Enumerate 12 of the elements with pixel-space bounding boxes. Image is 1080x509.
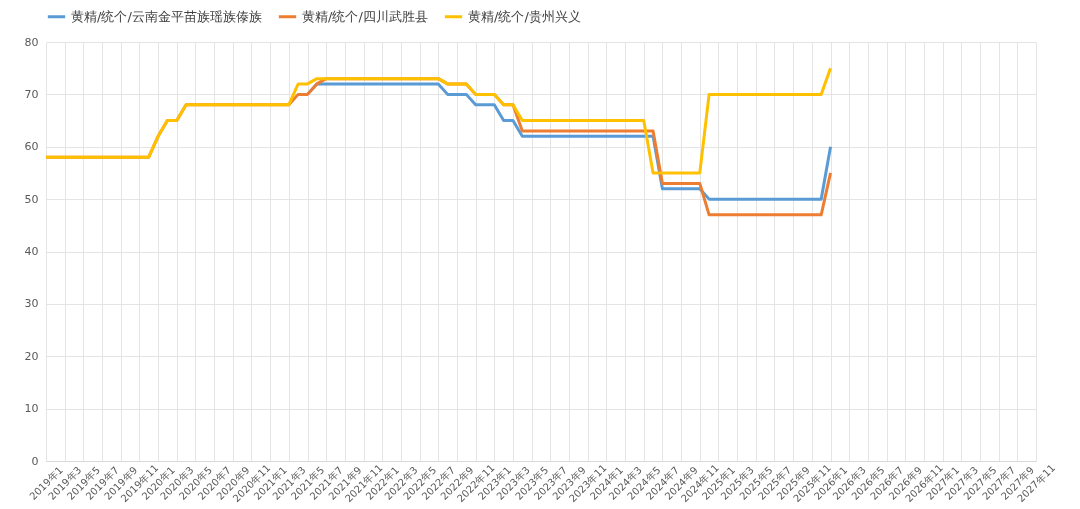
y-tick-label: 40 xyxy=(24,245,39,258)
y-tick-label: 60 xyxy=(24,140,39,154)
y-tick-label: 0 xyxy=(31,454,39,468)
legend-label: 黄精/统个/贵州兴义 xyxy=(468,8,581,24)
y-tick-label: 20 xyxy=(24,349,39,363)
y-tick-label: 10 xyxy=(24,402,39,416)
y-tick-label: 70 xyxy=(24,87,39,101)
legend-label: 黄精/统个/云南金平苗族瑶族傣族 xyxy=(71,8,262,24)
y-tick-label: 50 xyxy=(24,192,39,206)
y-tick-label: 80 xyxy=(24,35,39,49)
y-tick-label: 30 xyxy=(24,297,39,311)
legend-label: 黄精/统个/四川武胜县 xyxy=(302,8,428,24)
